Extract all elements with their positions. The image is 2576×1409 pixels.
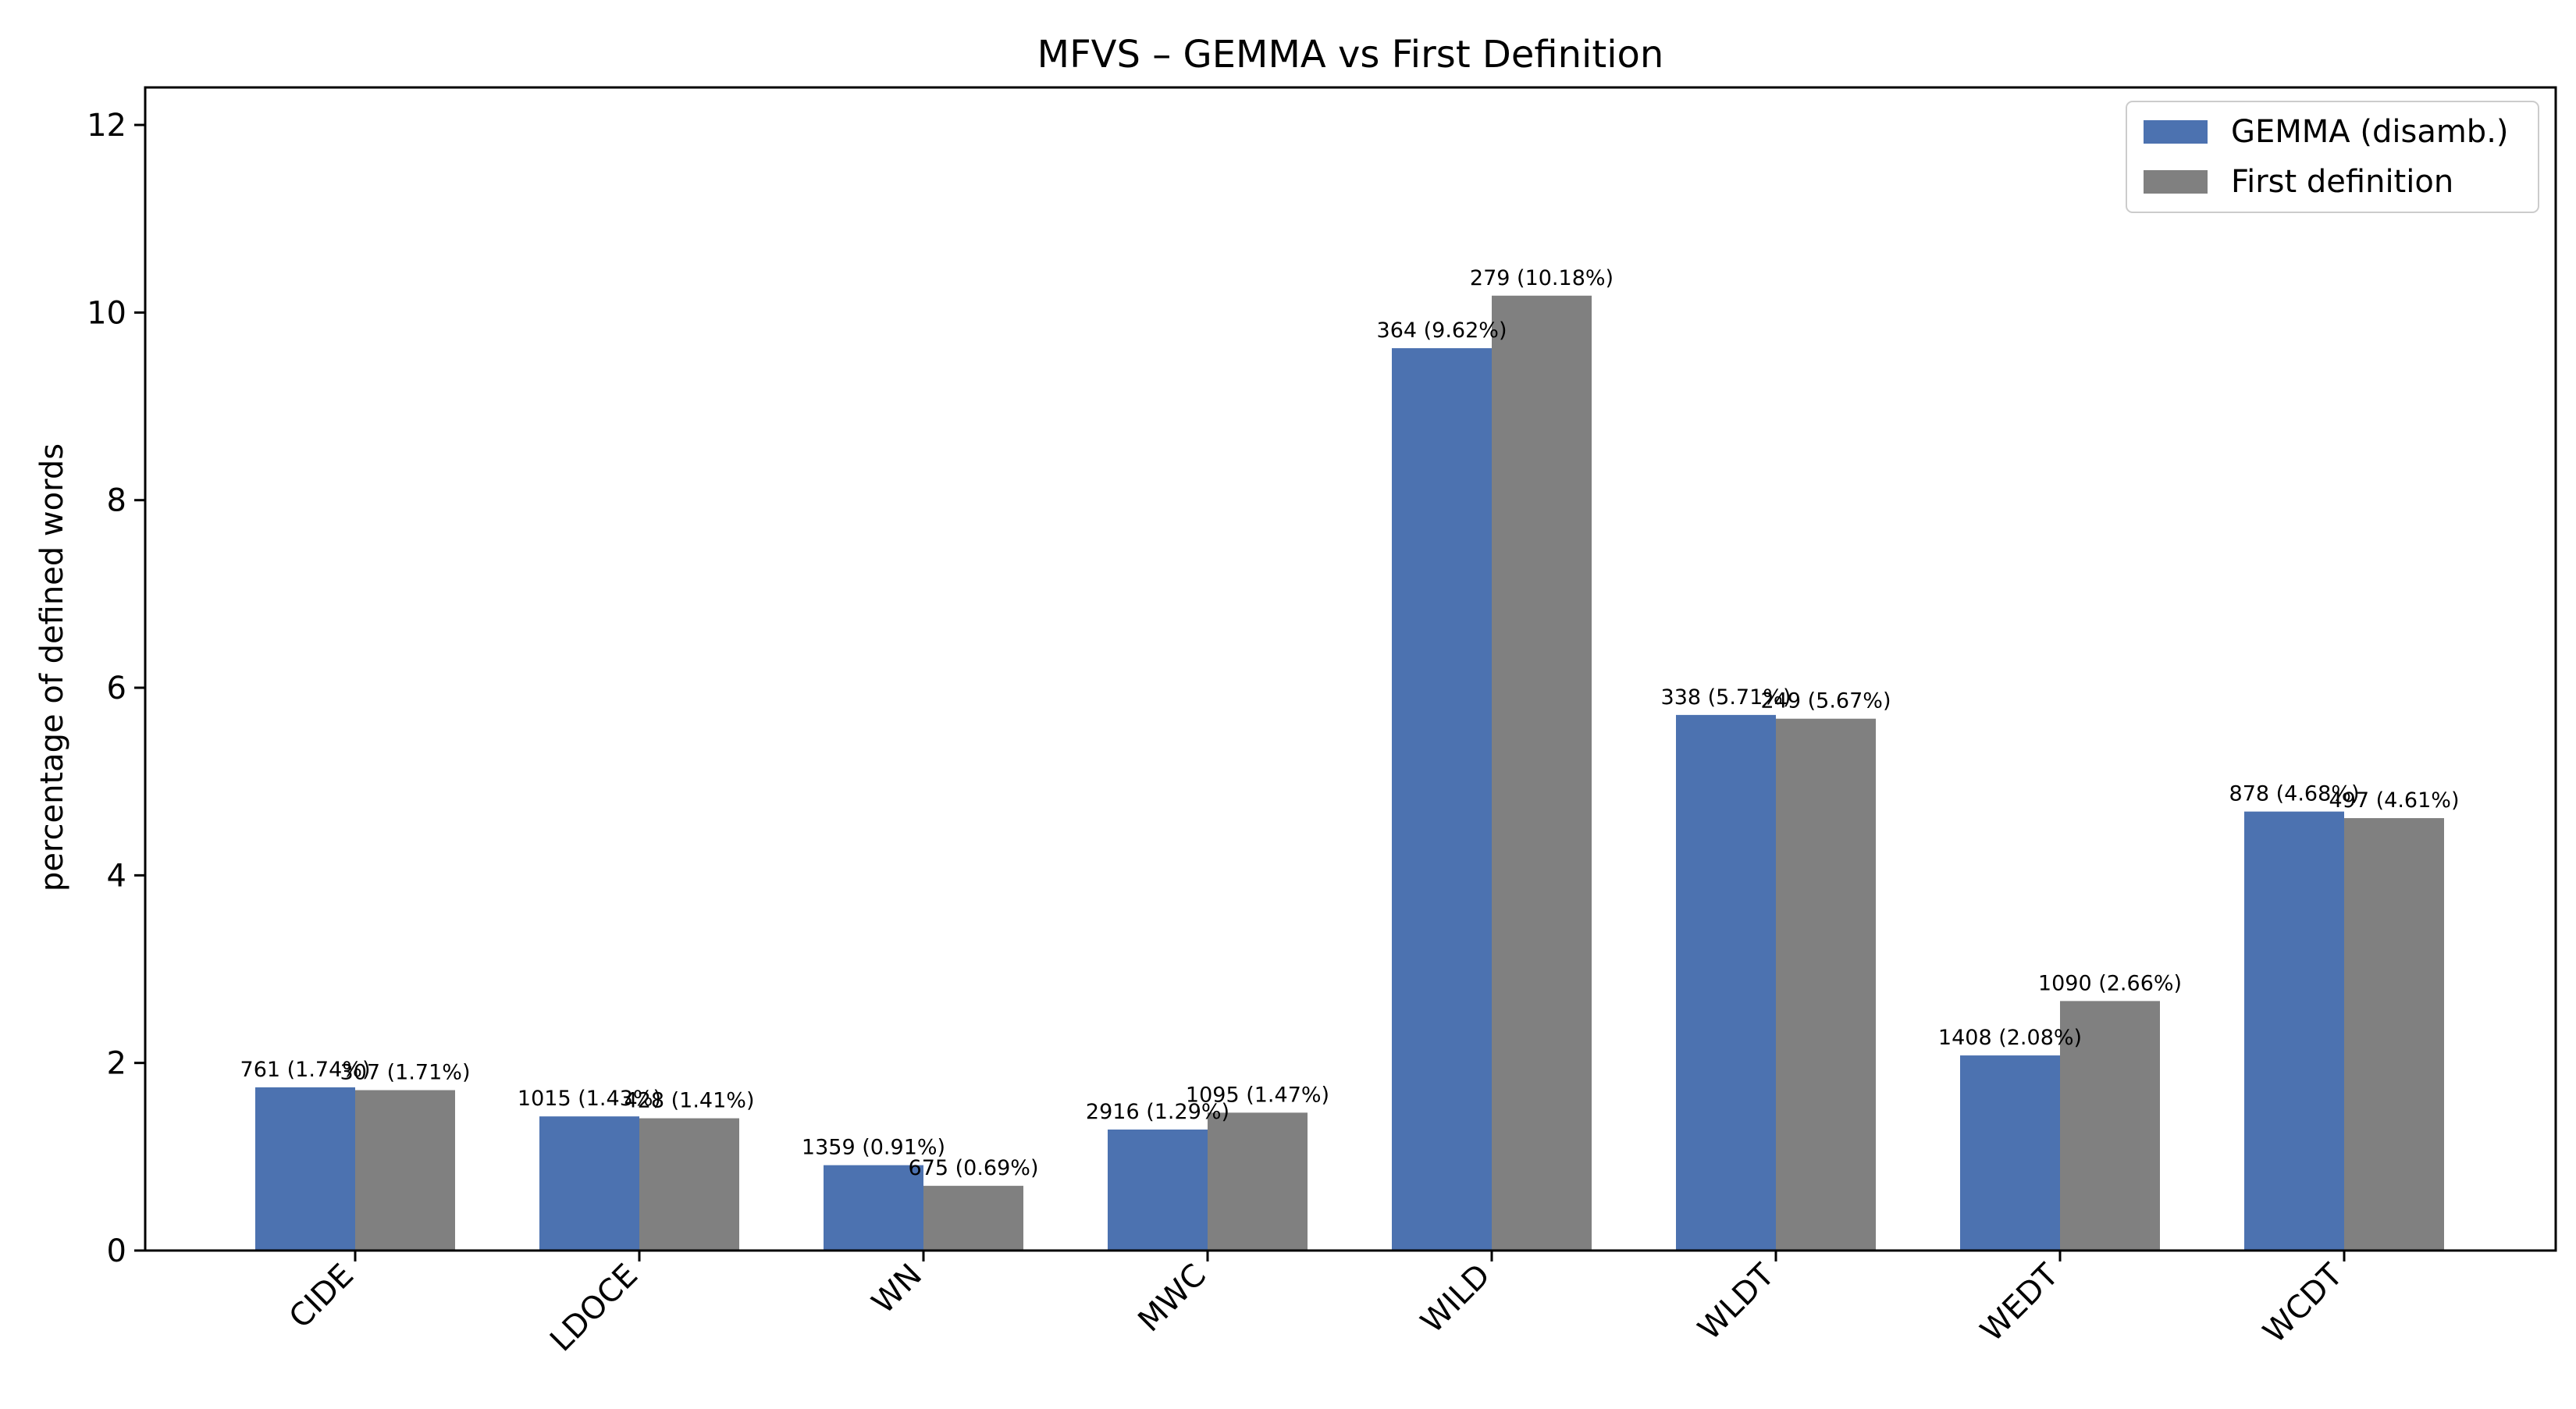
data-label-mwc-series-1: 2916 (1.29%)	[1086, 1100, 1229, 1124]
bars-layer	[255, 295, 2444, 1251]
bar-mwc-series-1	[1108, 1129, 1208, 1251]
y-tick-label-4: 4	[107, 858, 126, 894]
bar-wcdt-series-2	[2344, 818, 2444, 1251]
bar-wedt-series-1	[1960, 1055, 2060, 1251]
data-label-wn-series-2: 675 (0.69%)	[909, 1156, 1039, 1180]
x-tick-label-ldoce: LDOCE	[543, 1258, 645, 1359]
data-labels-layer: 761 (1.74%)307 (1.71%) 1015 (1.43%)428 (1…	[240, 266, 2460, 1180]
bar-wn-series-1	[824, 1165, 923, 1251]
data-label-cide-series-1: 761 (1.74%)	[240, 1058, 371, 1082]
chart-title: MFVS – GEMMA vs First Definition	[1037, 33, 1664, 76]
data-label-ldoce-series-2: 428 (1.41%)	[624, 1089, 755, 1113]
data-label-mwc-series-2: 1095 (1.47%)	[1186, 1083, 1329, 1107]
bar-mwc-series-2	[1208, 1112, 1308, 1251]
bar-cide-series-2	[355, 1090, 455, 1251]
data-label-wcdt-series-1: 878 (4.68%)	[2229, 782, 2360, 806]
data-label-wcdt-series-2: 497 (4.61%)	[2329, 788, 2460, 813]
bar-wcdt-series-1	[2244, 811, 2344, 1251]
x-tick-label-mwc: MWC	[1131, 1258, 1213, 1340]
data-label-wedt-series-1: 1408 (2.08%)	[1938, 1026, 2082, 1050]
legend-label-series-2: First definition	[2231, 164, 2453, 200]
data-label-cide-series-2: 307 (1.71%)	[340, 1061, 471, 1085]
x-tick-label-cide: CIDE	[283, 1258, 361, 1336]
bar-wild-series-1	[1392, 348, 1492, 1251]
y-tick-label-12: 12	[87, 108, 126, 144]
bar-ldoce-series-2	[639, 1118, 739, 1251]
data-label-wldt-series-1: 338 (5.71%)	[1661, 685, 1791, 710]
x-tick-label-wldt: WLDT	[1692, 1257, 1782, 1347]
plot-frame	[144, 86, 2557, 1252]
bar-wldt-series-1	[1676, 714, 1776, 1251]
y-tick-label-10: 10	[87, 295, 126, 331]
legend-swatch-series-2	[2144, 170, 2208, 194]
data-label-ldoce-series-1: 1015 (1.43%)	[518, 1087, 661, 1111]
bar-wldt-series-2	[1776, 718, 1876, 1251]
bar-ldoce-series-1	[539, 1116, 639, 1251]
bar-wedt-series-2	[2060, 1001, 2160, 1251]
y-tick-label-0: 0	[107, 1233, 126, 1269]
data-label-wild-series-2: 279 (10.18%)	[1470, 266, 1614, 290]
x-tick-label-wedt: WEDT	[1974, 1257, 2066, 1349]
x-tick-label-wcdt: WCDT	[2257, 1257, 2350, 1350]
y-tick-label-8: 8	[107, 483, 126, 519]
data-label-wldt-series-2: 249 (5.67%)	[1761, 689, 1891, 713]
bar-wild-series-2	[1492, 295, 1592, 1251]
y-axis-label: percentage of defined words	[34, 443, 70, 891]
x-tick-label-wn: WN	[865, 1258, 929, 1322]
y-tick-label-6: 6	[107, 671, 126, 706]
data-label-wn-series-1: 1359 (0.91%)	[802, 1136, 945, 1160]
y-tick-label-2: 2	[107, 1046, 126, 1082]
data-label-wild-series-1: 364 (9.62%)	[1377, 318, 1507, 343]
legend-box	[2126, 101, 2539, 213]
x-tick-label-wild: WILD	[1414, 1258, 1497, 1340]
legend: GEMMA (disamb.) First definition	[2126, 101, 2539, 213]
bar-cide-series-1	[255, 1087, 355, 1251]
legend-label-series-1: GEMMA (disamb.)	[2231, 114, 2509, 150]
bar-wn-series-2	[923, 1186, 1023, 1251]
data-label-wedt-series-2: 1090 (2.66%)	[2038, 971, 2182, 995]
legend-swatch-series-1	[2144, 120, 2208, 144]
